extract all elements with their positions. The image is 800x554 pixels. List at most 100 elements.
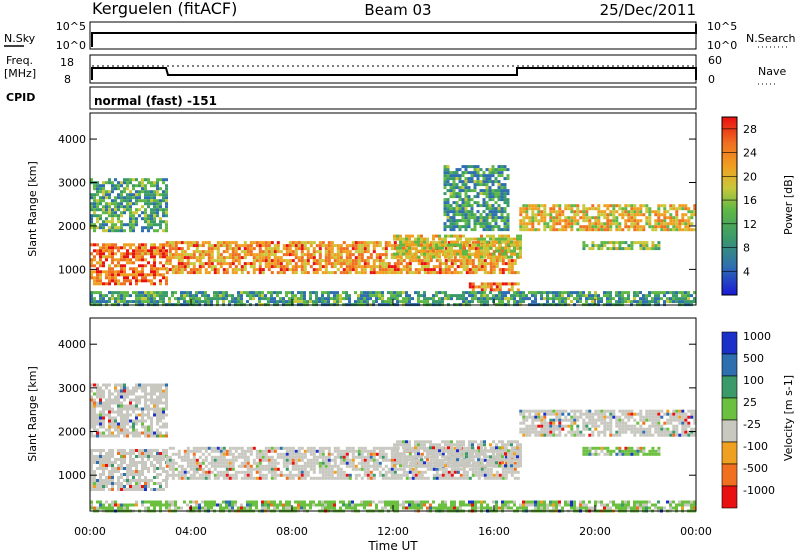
heatmap-cell [123, 425, 126, 429]
heatmap-cell [234, 473, 238, 477]
heatmap-cell [449, 219, 453, 223]
heatmap-cell [165, 455, 169, 459]
heatmap-cell [420, 252, 423, 256]
heatmap-cell [606, 294, 609, 298]
heatmap-cell [450, 243, 453, 247]
heatmap-cell [264, 464, 268, 468]
heatmap-cell [465, 476, 469, 480]
heatmap-cell [306, 449, 310, 453]
heatmap-cell [446, 171, 450, 175]
heatmap-cell [108, 452, 111, 455]
heatmap-cell [420, 265, 424, 269]
heatmap-cell [510, 255, 513, 259]
heatmap-cell [204, 473, 208, 477]
heatmap-cell [159, 261, 162, 265]
heatmap-cell [102, 184, 105, 188]
heatmap-cell [129, 178, 132, 182]
heatmap-cell [494, 222, 498, 226]
heatmap-cell [417, 255, 420, 259]
heatmap-cell [458, 198, 462, 202]
heatmap-cell [189, 244, 193, 248]
heatmap-cell [657, 216, 661, 220]
heatmap-cell [480, 473, 484, 477]
heatmap-cell [558, 294, 561, 298]
heatmap-cell [465, 255, 468, 259]
heatmap-cell [312, 449, 316, 453]
heatmap-cell [648, 210, 652, 214]
heatmap-cell [204, 446, 208, 450]
heatmap-cell [497, 165, 501, 169]
heatmap-cell [458, 204, 462, 208]
heatmap-cell [120, 473, 123, 476]
heatmap-cell [270, 455, 274, 459]
heatmap-cell [114, 223, 117, 227]
heatmap-cell [498, 282, 502, 286]
heatmap-cell [447, 255, 450, 259]
heatmap-cell [138, 401, 141, 405]
heatmap-cell [414, 476, 418, 480]
heatmap-cell [498, 259, 502, 263]
heatmap-cell [96, 291, 99, 295]
heatmap-cell [534, 291, 537, 295]
heatmap-cell [342, 291, 345, 295]
heatmap-cell [510, 240, 513, 244]
heatmap-cell [243, 464, 247, 468]
heatmap-cell [93, 482, 96, 485]
heatmap-cell [444, 268, 448, 272]
heatmap-cell [354, 241, 358, 245]
heatmap-cell [159, 243, 162, 247]
heatmap-cell [609, 204, 613, 208]
heatmap-cell [675, 294, 678, 298]
heatmap-cell [465, 446, 469, 450]
heatmap-cell [459, 271, 463, 275]
heatmap-cell [446, 177, 450, 181]
freq-line [91, 67, 697, 80]
heatmap-cell [452, 189, 456, 193]
heatmap-cell [114, 273, 117, 277]
heatmap-cell [402, 265, 406, 269]
heatmap-cell [270, 265, 274, 269]
heatmap-cell [405, 237, 408, 241]
heatmap-cell [153, 398, 156, 402]
heatmap-cell [351, 452, 355, 456]
heatmap-cell [567, 222, 571, 226]
heatmap-cell [252, 256, 256, 260]
heatmap-cell [624, 204, 628, 208]
heatmap-cell [111, 431, 114, 435]
heatmap-cell [123, 258, 126, 262]
heatmap-cell [495, 246, 498, 250]
heatmap-cell [150, 193, 153, 197]
heatmap-cell [240, 470, 244, 474]
heatmap-cell [636, 219, 640, 223]
heatmap-cell [441, 470, 445, 474]
heatmap-cell [642, 300, 645, 304]
heatmap-cell [234, 470, 238, 474]
heatmap-cell [576, 222, 580, 226]
heatmap-cell [153, 449, 156, 452]
heatmap-cell [453, 252, 456, 256]
heatmap-cell [473, 228, 477, 232]
heatmap-cell [129, 243, 132, 247]
heatmap-cell [594, 219, 598, 223]
heatmap-cell [399, 255, 402, 259]
heatmap-cell [537, 228, 541, 232]
heatmap-cell [447, 241, 451, 245]
heatmap-cell [171, 291, 174, 295]
heatmap-cell [429, 467, 433, 471]
heatmap-cell [423, 237, 426, 241]
heatmap-cell [132, 261, 135, 265]
heatmap-cell [588, 222, 592, 226]
heatmap-cell [441, 476, 445, 480]
heatmap-cell [675, 207, 679, 211]
heatmap-cell [291, 455, 295, 459]
heatmap-cell [486, 467, 490, 471]
heatmap-cell [105, 243, 108, 247]
heatmap-cell [390, 291, 393, 295]
heatmap-cell [522, 297, 525, 301]
heatmap-cell [138, 398, 141, 402]
heatmap-cell [345, 268, 349, 272]
heatmap-cell [129, 431, 132, 435]
heatmap-cell [234, 458, 238, 462]
heatmap-cell [261, 464, 265, 468]
heatmap-cell [678, 207, 682, 211]
